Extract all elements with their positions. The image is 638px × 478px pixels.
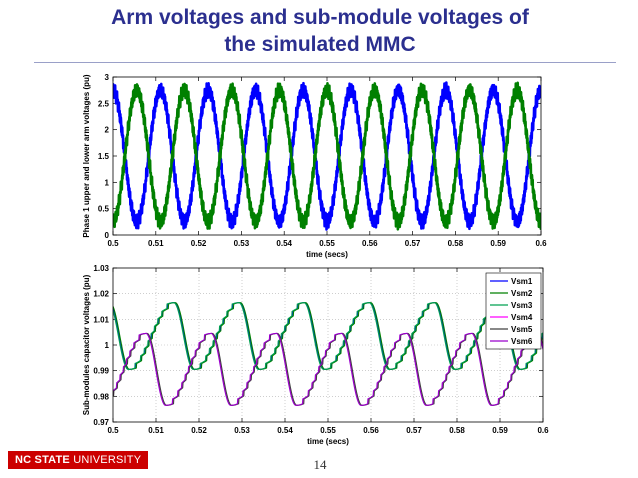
chart1-y-tick-label: 0.5 [98, 205, 110, 214]
chart1-y-tick-label: 0 [105, 231, 110, 240]
chart1-x-tick-label: 0.51 [148, 239, 164, 248]
chart2-x-tick-label: 0.55 [320, 426, 336, 435]
chart2-x-tick-label: 0.59 [492, 426, 508, 435]
chart2-legend: Vsm1 Vsm2 Vsm3 Vsm4 Vsm5 Vsm6 [485, 272, 542, 350]
chart1-x-tick-label: 0.6 [535, 239, 547, 248]
chart1-series-group [113, 81, 541, 231]
chart2-y-axis-label: Sub-modules capacitor voltages (pu) [82, 274, 91, 415]
chart2-y-tick-label: 0.99 [93, 367, 109, 376]
chart1-y-tick-label: 2.5 [98, 99, 110, 108]
chart1-x-axis-label: time (secs) [306, 250, 348, 259]
submodule-series-vsm3 [113, 302, 543, 370]
slide-title: Arm voltages and sub-module voltages of … [40, 4, 600, 58]
chart2-plot-area [113, 268, 543, 422]
chart2-series-group [113, 302, 543, 406]
chart1-frame [112, 76, 542, 236]
chart1-x-tick-label: 0.54 [276, 239, 292, 248]
chart1-x-tick-label: 0.57 [405, 239, 421, 248]
chart2-x-axis-label: time (secs) [307, 437, 349, 446]
chart2-y-tick-label: 1.02 [93, 290, 109, 299]
logo-rest-text: UNIVERSITY [69, 454, 142, 466]
slide-title-line-1: Arm voltages and sub-module voltages of [111, 6, 529, 29]
chart1-y-axis-label: Phase 1 upper and lower arm voltages (pu… [82, 74, 91, 237]
chart2-x-tick-label: 0.53 [234, 426, 250, 435]
chart2-x-tick-label: 0.58 [449, 426, 465, 435]
chart1-y-tick-label: 3 [105, 73, 110, 82]
legend-label-vsm6: Vsm6 [511, 337, 533, 346]
chart2-x-tick-label: 0.6 [537, 426, 549, 435]
slide-title-line-2: the simulated MMC [224, 33, 416, 56]
chart1-x-tick-label: 0.59 [490, 239, 506, 248]
legend-box [485, 272, 542, 350]
chart1-x-tick-label: 0.55 [319, 239, 335, 248]
legend-label-vsm3: Vsm3 [511, 301, 533, 310]
submodule-voltage-chart: 0.5 0.51 0.52 0.53 0.54 0.55 0.56 0.57 0.58 0.59 0… [82, 264, 549, 446]
chart2-x-tick-label: 0.57 [406, 426, 422, 435]
chart2-y-tick-label: 0.98 [93, 392, 109, 401]
chart2-y-tick-label: 1.01 [93, 315, 109, 324]
page-number: 14 [313, 457, 327, 472]
chart2-y-tick-label: 0.97 [93, 418, 109, 427]
chart2-y-tick-label: 1 [105, 341, 110, 350]
legend-label-vsm1: Vsm1 [511, 277, 533, 286]
arm-voltage-series-1 [113, 81, 541, 231]
chart1-x-tick-label: 0.5 [107, 239, 119, 248]
chart1-x-tick-label: 0.52 [191, 239, 207, 248]
chart2-x-tick-label: 0.51 [148, 426, 164, 435]
chart1-y-tick-label: 1 [105, 178, 110, 187]
chart1-y-tick-label: 1.5 [98, 152, 110, 161]
arm-voltage-chart: 0.5 0.51 0.52 0.53 0.54 0.55 0.56 0.57 0.58 0.59 0… [82, 73, 547, 259]
logo-bold-text: NC STATE [15, 454, 70, 466]
submodule-series-vsm6 [113, 332, 543, 406]
chart1-plot-area [113, 77, 541, 235]
chart2-x-tick-label: 0.56 [363, 426, 379, 435]
chart2-frame [112, 267, 544, 423]
legend-label-vsm5: Vsm5 [511, 325, 533, 334]
chart2-x-tick-label: 0.54 [277, 426, 293, 435]
chart2-y-tick-label: 1.03 [93, 264, 109, 273]
nc-state-logo: NC STATE UNIVERSITY [8, 451, 149, 469]
legend-label-vsm2: Vsm2 [511, 289, 533, 298]
chart1-x-tick-label: 0.58 [448, 239, 464, 248]
legend-label-vsm4: Vsm4 [511, 313, 533, 322]
chart2-x-tick-label: 0.52 [191, 426, 207, 435]
chart1-y-tick-label: 2 [105, 126, 110, 135]
chart2-x-tick-label: 0.5 [107, 426, 119, 435]
chart1-x-tick-label: 0.53 [234, 239, 250, 248]
title-divider [34, 62, 616, 63]
arm-voltage-series-2 [113, 81, 541, 231]
chart1-x-tick-label: 0.56 [362, 239, 378, 248]
